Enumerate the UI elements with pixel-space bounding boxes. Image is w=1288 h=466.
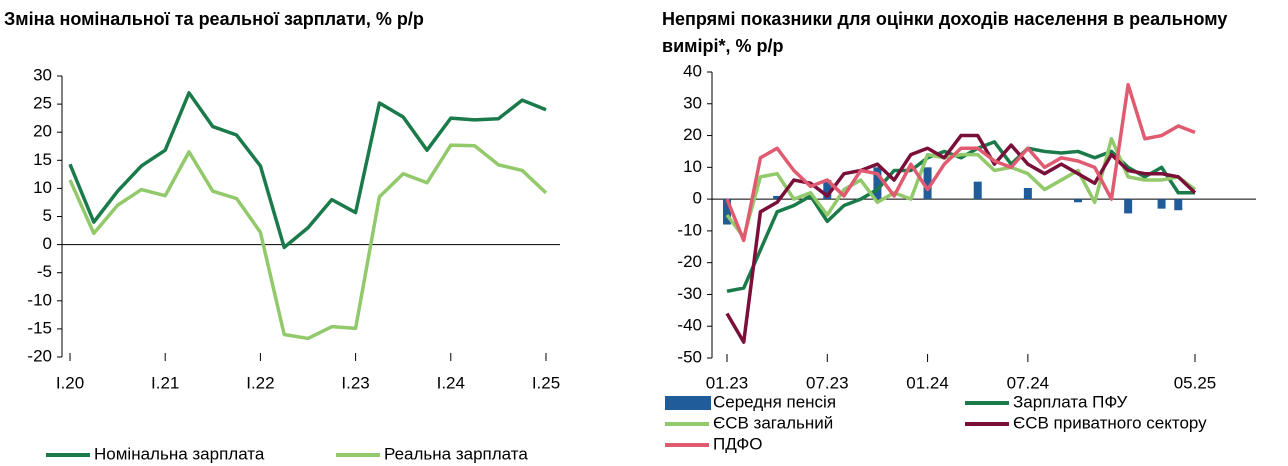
bar <box>723 199 731 225</box>
bar <box>823 180 832 200</box>
x-tick-label: I.22 <box>246 373 274 392</box>
chart-title: Зміна номінальної та реальної зарплати, … <box>4 9 424 29</box>
legend-label: Зарплата ПФУ <box>1013 392 1128 411</box>
y-tick-label: -5 <box>37 262 52 281</box>
line <box>725 136 1197 239</box>
y-tick-label: -20 <box>677 252 702 271</box>
bar <box>1124 199 1133 214</box>
y-tick-label: 5 <box>43 206 52 225</box>
y-tick-label: 10 <box>683 157 702 176</box>
y-tick-label: 10 <box>33 178 52 197</box>
x-tick-label: 01.24 <box>906 373 949 392</box>
y-tick-label: -40 <box>677 316 702 335</box>
legend-label: ЄСВ загальний <box>713 413 833 432</box>
legend-label: ЄСВ приватного сектору <box>1013 413 1207 432</box>
line <box>725 82 1196 243</box>
y-tick-label: -10 <box>27 290 52 309</box>
bar <box>1074 199 1082 203</box>
y-tick-label: 30 <box>33 65 52 84</box>
y-tick-label: 15 <box>33 150 52 169</box>
y-tick-label: -30 <box>677 284 702 303</box>
bar <box>1023 187 1032 200</box>
x-tick-label: I.21 <box>151 373 179 392</box>
legend-swatch <box>665 396 711 410</box>
title-box: Непрямі показники для оцінки доходів нас… <box>662 9 1228 56</box>
line <box>726 140 1195 293</box>
bar <box>973 181 982 200</box>
y-tick-label: 40 <box>683 61 702 80</box>
x-tick-label: 05.25 <box>1174 373 1217 392</box>
x-tick-label: 01.23 <box>706 373 749 392</box>
legend-label: Реальна зарплата <box>384 444 528 463</box>
x-tick-label: I.25 <box>532 373 560 392</box>
y-tick-label: 25 <box>33 94 52 113</box>
bar <box>923 167 932 200</box>
y-tick-label: 20 <box>683 125 702 144</box>
x-tick-label: I.24 <box>437 373 465 392</box>
legend-label: Номінальна зарплата <box>94 444 265 463</box>
x-tick-label: 07.23 <box>806 373 849 392</box>
x-tick-label: I.23 <box>341 373 369 392</box>
chart-title: Непрямі показники для оцінки доходів нас… <box>662 9 1228 56</box>
x-tick-label: 07.24 <box>1007 373 1050 392</box>
y-tick-label: 0 <box>693 189 702 208</box>
y-tick-label: -50 <box>677 347 702 366</box>
line <box>725 133 1197 344</box>
legend-label: ПДФО <box>713 434 763 453</box>
y-tick-label: 20 <box>33 122 52 141</box>
bar <box>1174 199 1183 211</box>
bar <box>873 167 882 200</box>
y-tick-label: -10 <box>677 220 702 239</box>
x-tick-label: I.20 <box>56 373 84 392</box>
bar <box>773 195 782 200</box>
y-tick-label: -15 <box>27 318 52 337</box>
y-tick-label: 30 <box>683 93 702 112</box>
bar <box>1157 199 1166 209</box>
y-tick-label: -20 <box>27 346 52 365</box>
legend-label: Середня пенсія <box>713 392 836 411</box>
line <box>68 143 548 341</box>
y-tick-label: 0 <box>43 234 52 253</box>
line <box>68 91 547 250</box>
